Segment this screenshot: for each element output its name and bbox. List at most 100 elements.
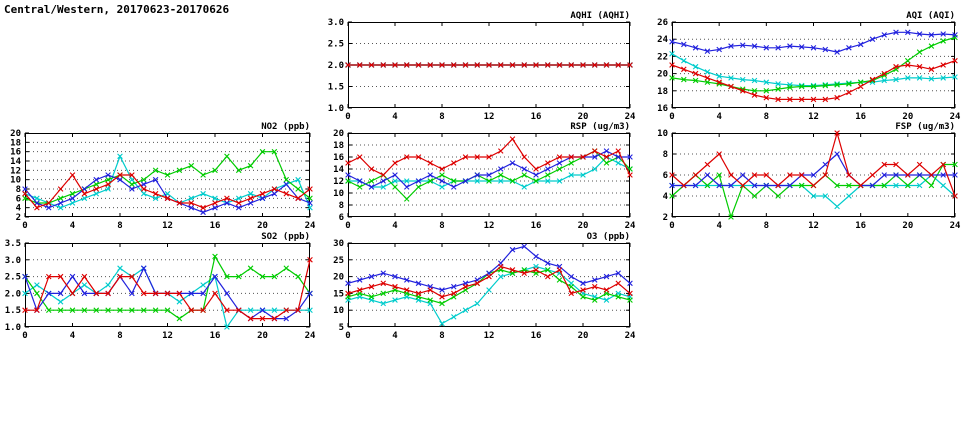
x-tick-label: 20 bbox=[578, 331, 589, 341]
x-tick-label: 20 bbox=[902, 112, 913, 122]
series-blue-line bbox=[347, 245, 631, 291]
y-tick-label: 12 bbox=[333, 177, 344, 187]
series-red-line bbox=[671, 130, 956, 197]
x-tick-label: 8 bbox=[117, 331, 122, 341]
y-tick-label: 18 bbox=[657, 87, 668, 97]
y-tick-label: 8 bbox=[663, 150, 668, 160]
x-tick-label: 0 bbox=[669, 112, 674, 122]
x-tick-label: 0 bbox=[669, 221, 674, 231]
x-tick-label: 12 bbox=[162, 331, 173, 341]
x-tick-label: 4 bbox=[70, 221, 76, 231]
y-tick-label: 30 bbox=[333, 239, 344, 249]
y-tick-label: 3.5 bbox=[5, 239, 21, 249]
series-red-markers bbox=[22, 172, 313, 211]
chart-rsp: 6 8 10 12 14 16 18 20 0 4 8 12 16 20 24 RSP (ug/m3) bbox=[333, 122, 636, 231]
y-tick-label: 20 bbox=[333, 273, 344, 283]
x-tick-label: 16 bbox=[855, 221, 866, 231]
y-tick-label: 3.0 bbox=[328, 18, 344, 28]
y-tick-label: 2 bbox=[16, 213, 21, 223]
series-blue-markers bbox=[669, 29, 958, 55]
y-tick-label: 25 bbox=[333, 256, 344, 266]
y-tick-label: 1.5 bbox=[5, 306, 21, 316]
y-tick-label: 8 bbox=[339, 201, 344, 211]
x-tick-label: 0 bbox=[345, 221, 350, 231]
chart-aqi: 16 18 20 22 24 26 0 4 8 12 16 20 24 AQI (AQI) bbox=[657, 11, 961, 122]
series-red-markers bbox=[669, 57, 958, 103]
x-tick-label: 20 bbox=[257, 221, 268, 231]
x-tick-label: 24 bbox=[625, 221, 636, 231]
page-title: Central/Western, 20170623-20170626 bbox=[4, 3, 230, 16]
y-tick-label: 5 bbox=[339, 323, 344, 333]
x-tick-label: 16 bbox=[210, 331, 221, 341]
y-tick-label: 3.0 bbox=[5, 256, 21, 266]
y-tick-label: 4 bbox=[663, 192, 669, 202]
x-tick-label: 8 bbox=[439, 112, 444, 122]
y-tick-label: 6 bbox=[16, 194, 21, 204]
y-tick-label: 10 bbox=[657, 129, 668, 139]
x-tick-label: 8 bbox=[117, 221, 122, 231]
series-green-line bbox=[671, 36, 956, 92]
chart-so2: 1.0 1.5 2.0 2.5 3.0 3.5 0 4 8 12 16 20 24 SO2 (ppb) bbox=[5, 232, 316, 341]
series-cyan-markers bbox=[669, 172, 958, 210]
y-tick-label: 15 bbox=[333, 289, 344, 299]
x-tick-label: 4 bbox=[392, 221, 398, 231]
x-tick-label: 8 bbox=[764, 112, 769, 122]
x-tick-label: 4 bbox=[716, 221, 722, 231]
y-tick-label: 18 bbox=[10, 138, 21, 148]
x-tick-label: 16 bbox=[531, 331, 542, 341]
chart-title: AQI (AQI) bbox=[906, 11, 955, 21]
series-cyan-markers bbox=[345, 263, 633, 327]
chart-title: SO2 (ppb) bbox=[261, 232, 310, 242]
chart-title: RSP (ug/m3) bbox=[570, 122, 630, 132]
x-tick-label: 4 bbox=[392, 112, 398, 122]
x-tick-label: 4 bbox=[392, 331, 398, 341]
y-tick-label: 16 bbox=[10, 148, 21, 158]
y-tick-label: 18 bbox=[333, 141, 344, 151]
x-tick-label: 0 bbox=[22, 331, 27, 341]
y-tick-label: 26 bbox=[657, 18, 668, 28]
series-blue-markers bbox=[345, 243, 633, 293]
chart-title: AQHI (AQHI) bbox=[570, 11, 630, 21]
plot-border bbox=[25, 133, 310, 217]
x-tick-label: 8 bbox=[439, 221, 444, 231]
y-tick-label: 2.5 bbox=[328, 40, 344, 50]
y-tick-label: 6 bbox=[663, 171, 668, 181]
x-tick-label: 24 bbox=[625, 112, 636, 122]
x-tick-label: 20 bbox=[902, 221, 913, 231]
y-tick-label: 20 bbox=[657, 70, 668, 80]
series-red-line bbox=[671, 60, 956, 101]
plot-border bbox=[672, 22, 955, 108]
x-tick-label: 12 bbox=[162, 221, 173, 231]
series-blue-line bbox=[671, 31, 956, 53]
series-green-markers bbox=[22, 253, 313, 322]
series-red-markers bbox=[22, 257, 313, 322]
x-tick-label: 4 bbox=[716, 112, 722, 122]
y-tick-label: 2.5 bbox=[5, 273, 21, 283]
y-tick-label: 2.0 bbox=[328, 61, 344, 71]
chart-o3: 5 10 15 20 25 30 0 4 8 12 16 20 24 O3 (ppb) bbox=[333, 232, 636, 341]
x-tick-label: 8 bbox=[439, 331, 444, 341]
x-tick-label: 20 bbox=[578, 112, 589, 122]
x-tick-label: 4 bbox=[70, 331, 76, 341]
series-green-markers bbox=[669, 34, 958, 94]
x-tick-label: 0 bbox=[22, 221, 27, 231]
y-tick-label: 2.0 bbox=[5, 289, 21, 299]
x-tick-label: 12 bbox=[808, 221, 819, 231]
y-tick-label: 16 bbox=[657, 104, 668, 114]
y-tick-label: 14 bbox=[333, 165, 344, 175]
y-tick-label: 1.5 bbox=[328, 83, 344, 93]
plot-border bbox=[25, 243, 310, 327]
x-tick-label: 20 bbox=[578, 221, 589, 231]
y-tick-label: 8 bbox=[16, 185, 21, 195]
y-tick-label: 10 bbox=[10, 176, 21, 186]
x-tick-label: 0 bbox=[345, 112, 350, 122]
x-tick-label: 12 bbox=[484, 112, 495, 122]
y-tick-label: 2 bbox=[663, 213, 668, 223]
y-tick-label: 22 bbox=[657, 52, 668, 62]
chart-title: NO2 (ppb) bbox=[261, 122, 310, 132]
series-green-markers bbox=[22, 148, 313, 206]
x-tick-label: 12 bbox=[484, 331, 495, 341]
y-tick-label: 14 bbox=[10, 157, 21, 167]
